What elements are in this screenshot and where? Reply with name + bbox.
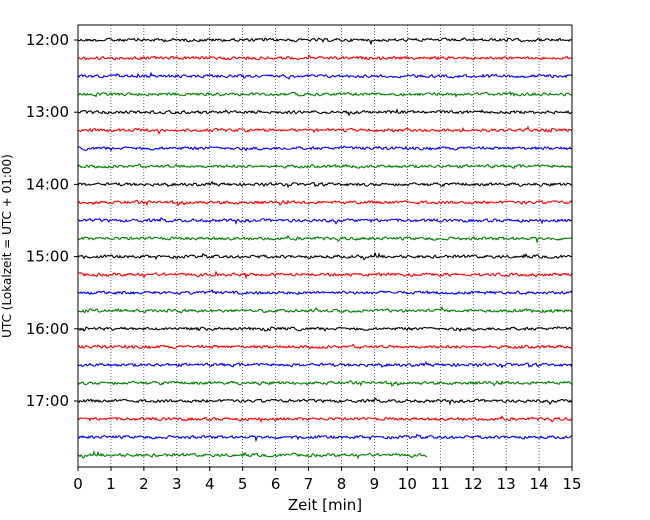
seismogram-trace (77, 397, 573, 406)
seismogram-trace (77, 251, 573, 261)
seismogram-trace (77, 217, 573, 226)
y-tick-label: 17:00 (26, 392, 69, 410)
trace-group (77, 37, 573, 460)
seismogram-trace (77, 414, 573, 424)
x-tick-label: 11 (431, 475, 450, 493)
y-tick-label: 14:00 (26, 175, 69, 193)
seismogram-trace (77, 380, 573, 387)
seismogram-trace (77, 343, 573, 350)
seismogram-trace (77, 37, 573, 46)
x-tick-label: 0 (73, 475, 83, 493)
x-tick-label: 6 (271, 475, 281, 493)
seismogram-trace (77, 54, 573, 61)
x-tick-label: 10 (398, 475, 417, 493)
seismogram-trace (77, 71, 573, 80)
plot-frame (77, 24, 573, 468)
x-tick-label: 7 (304, 475, 314, 493)
x-tick-label: 1 (106, 475, 116, 493)
x-tick-label: 14 (530, 475, 549, 493)
x-tick-label: 2 (139, 475, 149, 493)
x-tick-label: 3 (172, 475, 182, 493)
seismogram-trace (77, 180, 573, 189)
y-tick-label: 12:00 (26, 31, 69, 49)
y-tick-label: 15:00 (26, 248, 69, 266)
seismogram-trace (77, 326, 573, 333)
seismogram-trace (77, 125, 573, 136)
x-tick-label: 9 (370, 475, 380, 493)
seismogram-trace (77, 433, 573, 443)
x-tick-label: 5 (238, 475, 248, 493)
seismogram-trace (77, 91, 573, 98)
x-axis-ticks: 0 1 2 3 4 5 6 7 8 9 10 11 12 13 14 15 (73, 467, 582, 493)
seismogram-trace (77, 163, 573, 169)
x-axis-label: Zeit [min] (288, 496, 362, 514)
seismogram-trace (77, 270, 573, 280)
y-tick-label: 13:00 (26, 103, 69, 121)
y-axis-ticks: 12:00 13:00 14:00 15:00 16:00 17:00 (26, 31, 78, 410)
seismogram-trace (77, 145, 573, 152)
x-tick-label: 15 (562, 475, 581, 493)
seismogram-trace (77, 199, 573, 207)
x-tick-label: 8 (337, 475, 347, 493)
seismogram-trace (77, 305, 573, 314)
seismogram-trace (77, 234, 573, 244)
seismogram-trace (77, 360, 573, 369)
x-tick-label: 12 (464, 475, 483, 493)
x-tick-label: 13 (497, 475, 516, 493)
y-tick-label: 16:00 (26, 320, 69, 338)
x-tick-label: 4 (205, 475, 215, 493)
seismogram-trace (77, 108, 573, 117)
y-axis-label: UTC (Lokalzeit = UTC + 01:00) (0, 154, 14, 338)
seismogram-trace (77, 449, 428, 460)
seismogram-trace (77, 288, 573, 296)
